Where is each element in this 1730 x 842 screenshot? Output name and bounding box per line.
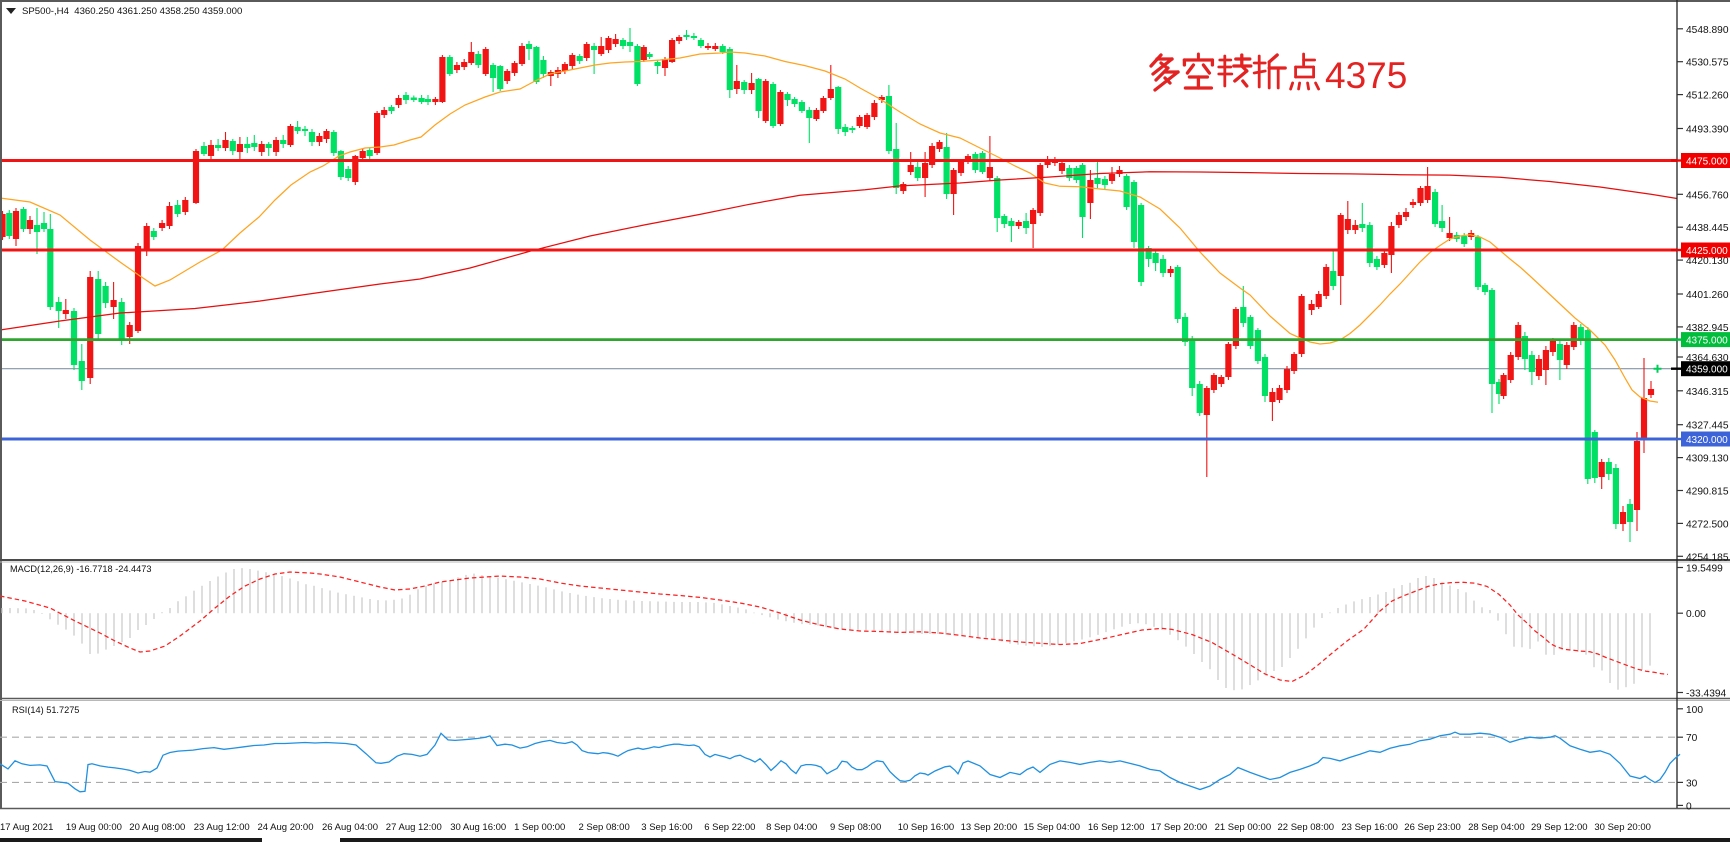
svg-text:9 Sep 08:00: 9 Sep 08:00 bbox=[830, 822, 881, 833]
svg-text:17 Sep 20:00: 17 Sep 20:00 bbox=[1151, 822, 1208, 833]
svg-text:RSI(14) 51.7275: RSI(14) 51.7275 bbox=[12, 705, 79, 715]
svg-text:4438.445: 4438.445 bbox=[1686, 223, 1729, 234]
svg-text:10 Sep 16:00: 10 Sep 16:00 bbox=[898, 822, 955, 833]
svg-text:3 Sep 16:00: 3 Sep 16:00 bbox=[641, 822, 692, 833]
svg-text:4512.260: 4512.260 bbox=[1686, 91, 1729, 102]
svg-text:27 Aug 12:00: 27 Aug 12:00 bbox=[386, 822, 442, 833]
svg-text:16 Sep 12:00: 16 Sep 12:00 bbox=[1088, 822, 1145, 833]
svg-text:26 Aug 04:00: 26 Aug 04:00 bbox=[322, 822, 378, 833]
svg-text:19 Aug 00:00: 19 Aug 00:00 bbox=[66, 822, 122, 833]
svg-text:4290.815: 4290.815 bbox=[1686, 487, 1729, 498]
svg-text:MACD(12,26,9) -16.7718 -24.447: MACD(12,26,9) -16.7718 -24.4473 bbox=[10, 564, 151, 574]
svg-text:1 Sep 00:00: 1 Sep 00:00 bbox=[514, 822, 565, 833]
svg-text:19.5499: 19.5499 bbox=[1686, 564, 1723, 575]
svg-text:4548.890: 4548.890 bbox=[1686, 25, 1729, 36]
svg-text:4272.500: 4272.500 bbox=[1686, 519, 1729, 530]
svg-text:4401.260: 4401.260 bbox=[1686, 290, 1729, 301]
svg-text:23 Sep 16:00: 23 Sep 16:00 bbox=[1341, 822, 1398, 833]
svg-text:4359.000: 4359.000 bbox=[1686, 365, 1728, 376]
svg-text:4327.445: 4327.445 bbox=[1686, 421, 1729, 432]
svg-text:2 Sep 08:00: 2 Sep 08:00 bbox=[579, 822, 630, 833]
svg-text:13 Sep 20:00: 13 Sep 20:00 bbox=[961, 822, 1018, 833]
svg-text:30 Sep 20:00: 30 Sep 20:00 bbox=[1594, 822, 1651, 833]
svg-text:20 Aug 08:00: 20 Aug 08:00 bbox=[129, 822, 185, 833]
svg-text:26 Sep 23:00: 26 Sep 23:00 bbox=[1404, 822, 1461, 833]
svg-text:0: 0 bbox=[1686, 801, 1692, 812]
svg-text:24 Aug 20:00: 24 Aug 20:00 bbox=[258, 822, 314, 833]
svg-text:30: 30 bbox=[1686, 778, 1698, 789]
svg-text:4475.000: 4475.000 bbox=[1686, 157, 1728, 168]
svg-text:4382.945: 4382.945 bbox=[1686, 323, 1729, 334]
svg-text:21 Sep 00:00: 21 Sep 00:00 bbox=[1215, 822, 1272, 833]
svg-text:70: 70 bbox=[1686, 733, 1698, 744]
svg-text:4425.000: 4425.000 bbox=[1686, 246, 1728, 257]
svg-text:30 Aug 16:00: 30 Aug 16:00 bbox=[450, 822, 506, 833]
svg-text:17 Aug 2021: 17 Aug 2021 bbox=[0, 822, 53, 833]
svg-text:15 Sep 04:00: 15 Sep 04:00 bbox=[1024, 822, 1081, 833]
svg-text:4375.000: 4375.000 bbox=[1686, 336, 1728, 347]
svg-text:8 Sep 04:00: 8 Sep 04:00 bbox=[766, 822, 817, 833]
svg-text:22 Sep 08:00: 22 Sep 08:00 bbox=[1278, 822, 1335, 833]
svg-text:4346.315: 4346.315 bbox=[1686, 387, 1729, 398]
svg-text:4364.630: 4364.630 bbox=[1686, 353, 1729, 364]
svg-text:4493.390: 4493.390 bbox=[1686, 125, 1729, 136]
svg-text:29 Sep 12:00: 29 Sep 12:00 bbox=[1531, 822, 1588, 833]
svg-text:0.00: 0.00 bbox=[1686, 609, 1706, 620]
svg-text:4420.130: 4420.130 bbox=[1686, 256, 1729, 267]
svg-text:4456.760: 4456.760 bbox=[1686, 190, 1729, 201]
svg-text:4254.185: 4254.185 bbox=[1686, 552, 1729, 563]
svg-text:4320.000: 4320.000 bbox=[1686, 435, 1728, 446]
svg-text:23 Aug 12:00: 23 Aug 12:00 bbox=[194, 822, 250, 833]
svg-text:SP500-,H4 4360.250 4361.250 4: SP500-,H4 4360.250 4361.250 4358.250 435… bbox=[22, 6, 242, 17]
svg-text:28 Sep 04:00: 28 Sep 04:00 bbox=[1468, 822, 1525, 833]
svg-text:4375: 4375 bbox=[1325, 55, 1407, 96]
svg-text:4309.130: 4309.130 bbox=[1686, 454, 1729, 465]
svg-text:4530.575: 4530.575 bbox=[1686, 58, 1729, 69]
svg-text:-33.4394: -33.4394 bbox=[1686, 689, 1727, 700]
svg-text:100: 100 bbox=[1686, 705, 1703, 716]
svg-text:6 Sep 22:00: 6 Sep 22:00 bbox=[704, 822, 755, 833]
